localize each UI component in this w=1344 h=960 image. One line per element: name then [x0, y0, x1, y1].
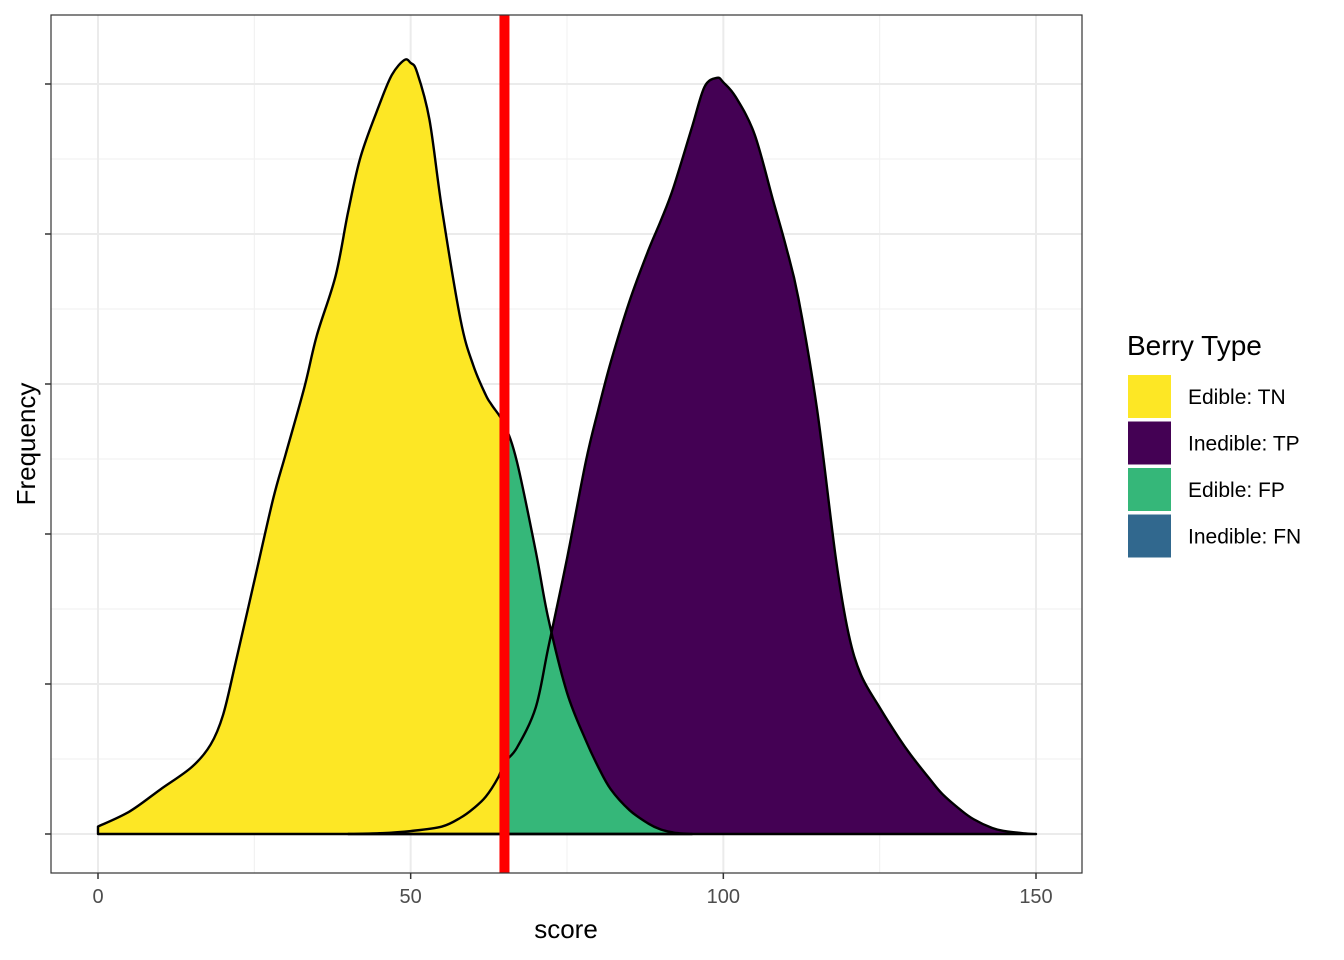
- legend-label: Inedible: TP: [1188, 433, 1300, 456]
- legend-key: [1128, 421, 1171, 465]
- x-axis-title: score: [534, 914, 598, 944]
- x-tick-label: 50: [400, 886, 422, 908]
- area-inedible-tp: [504, 77, 1036, 834]
- x-tick-label: 100: [707, 886, 740, 908]
- legend-label: Inedible: FN: [1188, 526, 1301, 549]
- x-tick-label: 0: [92, 886, 103, 908]
- x-axis-ticks: 0 50 100 150: [92, 873, 1053, 908]
- density-areas: [98, 59, 1036, 834]
- y-axis-title: Frequency: [11, 383, 41, 506]
- legend-label: Edible: TN: [1188, 386, 1286, 409]
- y-axis-ticks: [45, 83, 51, 835]
- outline-edible: [96, 58, 694, 836]
- legend-label: Edible: FP: [1188, 479, 1285, 502]
- area-edible-fp: [504, 424, 693, 834]
- panel-border: [50, 14, 1083, 874]
- legend-title: Berry Type: [1127, 330, 1262, 361]
- area-edible-tn: [98, 59, 505, 834]
- legend-key: [1128, 375, 1171, 418]
- legend-key: [1128, 514, 1171, 558]
- legend-key: [1128, 468, 1171, 511]
- x-tick-label: 150: [1019, 886, 1052, 908]
- legend-entries: Edible: TN Inedible: TP Edible: FP Inedible…: [1128, 375, 1301, 558]
